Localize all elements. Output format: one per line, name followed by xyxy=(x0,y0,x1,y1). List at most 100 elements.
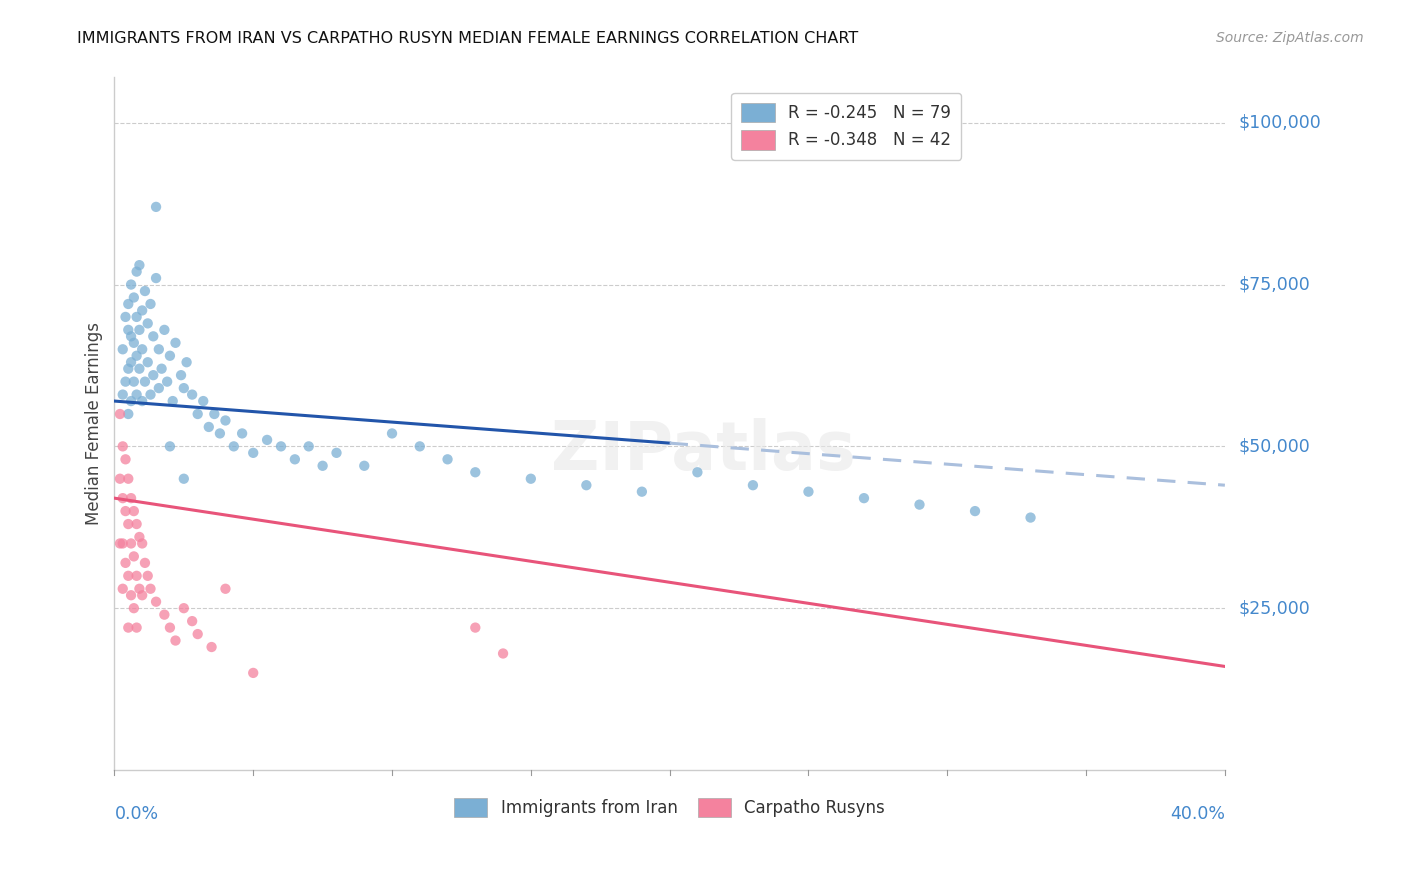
Point xyxy=(134,375,156,389)
Point xyxy=(117,621,139,635)
Point xyxy=(311,458,333,473)
Point xyxy=(284,452,307,467)
Point xyxy=(187,407,209,421)
Point xyxy=(156,375,179,389)
Point xyxy=(631,484,654,499)
Text: 0.0%: 0.0% xyxy=(114,805,159,822)
Point xyxy=(173,601,195,615)
Point xyxy=(492,647,515,661)
Point xyxy=(963,504,986,518)
Point xyxy=(117,323,139,337)
Text: Source: ZipAtlas.com: Source: ZipAtlas.com xyxy=(1216,31,1364,45)
Y-axis label: Median Female Earnings: Median Female Earnings xyxy=(86,322,103,525)
Point xyxy=(165,335,187,350)
Point xyxy=(111,582,134,596)
Text: $75,000: $75,000 xyxy=(1239,276,1310,293)
Point xyxy=(120,394,142,409)
Point xyxy=(125,265,148,279)
Point xyxy=(145,271,167,285)
Point xyxy=(270,439,292,453)
Text: $25,000: $25,000 xyxy=(1239,599,1310,617)
Point xyxy=(111,343,134,357)
Point xyxy=(120,355,142,369)
Point xyxy=(242,446,264,460)
Point xyxy=(114,452,136,467)
Point xyxy=(797,484,820,499)
Point xyxy=(120,329,142,343)
Point xyxy=(464,621,486,635)
Point xyxy=(122,549,145,564)
Point xyxy=(214,413,236,427)
Point xyxy=(187,627,209,641)
Point xyxy=(120,277,142,292)
Point xyxy=(134,556,156,570)
Point xyxy=(142,368,165,383)
Text: ZIPatlas: ZIPatlas xyxy=(551,418,855,484)
Point xyxy=(162,394,184,409)
Point xyxy=(139,387,162,401)
Point xyxy=(353,458,375,473)
Point xyxy=(122,504,145,518)
Text: $50,000: $50,000 xyxy=(1239,437,1310,456)
Point xyxy=(125,569,148,583)
Point xyxy=(159,439,181,453)
Point xyxy=(128,530,150,544)
Point xyxy=(520,472,543,486)
Point xyxy=(125,387,148,401)
Point xyxy=(256,433,278,447)
Point xyxy=(114,310,136,324)
Point xyxy=(409,439,432,453)
Point xyxy=(153,607,176,622)
Point xyxy=(686,465,709,479)
Point xyxy=(173,472,195,486)
Point xyxy=(159,349,181,363)
Point xyxy=(120,588,142,602)
Point xyxy=(120,536,142,550)
Point xyxy=(575,478,598,492)
Point xyxy=(122,375,145,389)
Point xyxy=(114,375,136,389)
Point xyxy=(214,582,236,596)
Point xyxy=(131,394,153,409)
Point xyxy=(122,601,145,615)
Point xyxy=(114,504,136,518)
Point xyxy=(131,588,153,602)
Text: $100,000: $100,000 xyxy=(1239,114,1322,132)
Point xyxy=(120,491,142,505)
Point xyxy=(134,284,156,298)
Point xyxy=(117,361,139,376)
Point xyxy=(139,582,162,596)
Point xyxy=(200,640,222,654)
Point xyxy=(193,394,215,409)
Text: 40.0%: 40.0% xyxy=(1170,805,1225,822)
Point xyxy=(136,317,159,331)
Point xyxy=(128,323,150,337)
Point xyxy=(117,516,139,531)
Point xyxy=(111,536,134,550)
Point xyxy=(117,407,139,421)
Point xyxy=(125,516,148,531)
Point xyxy=(742,478,765,492)
Point xyxy=(136,355,159,369)
Legend: Immigrants from Iran, Carpatho Rusyns: Immigrants from Iran, Carpatho Rusyns xyxy=(447,791,891,824)
Point xyxy=(208,426,231,441)
Point xyxy=(142,329,165,343)
Text: IMMIGRANTS FROM IRAN VS CARPATHO RUSYN MEDIAN FEMALE EARNINGS CORRELATION CHART: IMMIGRANTS FROM IRAN VS CARPATHO RUSYN M… xyxy=(77,31,859,46)
Point xyxy=(136,569,159,583)
Point xyxy=(131,343,153,357)
Point xyxy=(125,349,148,363)
Point xyxy=(198,420,221,434)
Point xyxy=(242,665,264,680)
Point xyxy=(173,381,195,395)
Point xyxy=(131,536,153,550)
Point xyxy=(128,361,150,376)
Point xyxy=(125,621,148,635)
Point xyxy=(176,355,198,369)
Point xyxy=(159,621,181,635)
Point xyxy=(131,303,153,318)
Point xyxy=(325,446,347,460)
Point xyxy=(181,387,204,401)
Point xyxy=(148,381,170,395)
Point xyxy=(153,323,176,337)
Point xyxy=(181,614,204,628)
